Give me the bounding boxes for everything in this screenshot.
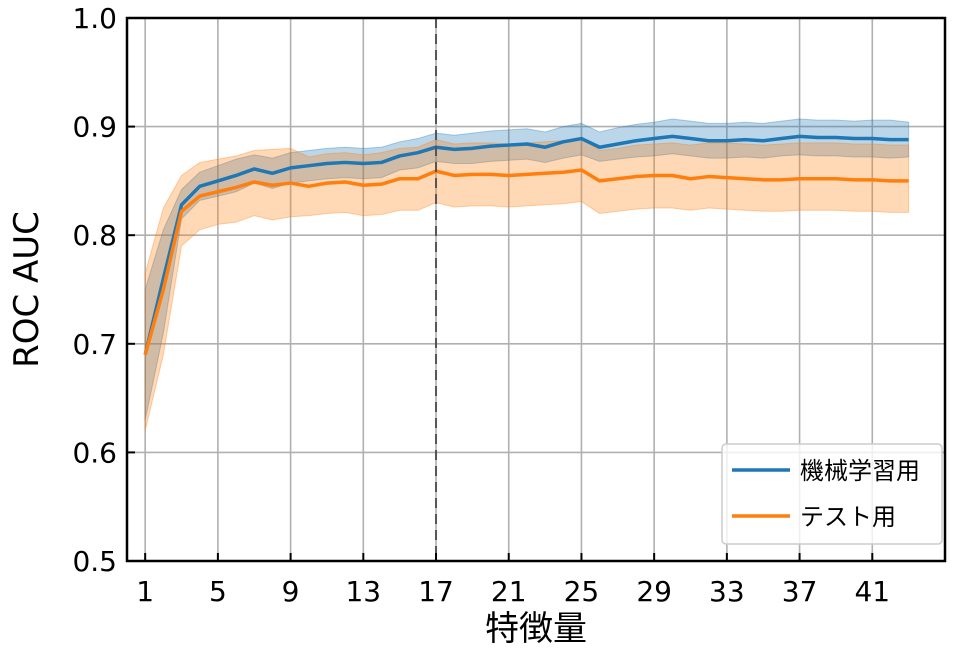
train-series-line — [143, 134, 909, 356]
x-tick-label: 37 — [782, 575, 818, 608]
x-tick-label: 5 — [209, 575, 227, 608]
y-tick-label: 0.8 — [72, 219, 117, 252]
x-tick-label: 41 — [854, 575, 890, 608]
plot-frame — [125, 16, 947, 563]
axis-ticks: 1 5 9 13 17 21 25 29 33 37 41 0.5 0.6 0.7 0.8 0.9 1.0 — [72, 2, 890, 608]
confidence-bands — [144, 118, 910, 431]
legend-label-test: テスト用 — [800, 503, 896, 531]
legend: 機械学習用 テスト用 — [721, 443, 943, 545]
x-tick-label: 33 — [709, 575, 745, 608]
x-tick-label: 29 — [636, 575, 672, 608]
x-tick-label: 17 — [418, 575, 454, 608]
y-tick-label: 0.9 — [72, 111, 117, 144]
x-tick-label: 25 — [564, 575, 600, 608]
x-tick-label: 9 — [282, 575, 300, 608]
y-tick-label: 0.6 — [72, 436, 117, 469]
y-tick-label: 1.0 — [72, 2, 117, 35]
y-tick-label: 0.7 — [72, 328, 117, 361]
test-series-line — [143, 168, 909, 356]
y-tick-label: 0.5 — [72, 545, 117, 578]
test-confidence-band — [144, 138, 910, 431]
x-tick-label: 13 — [345, 575, 381, 608]
y-axis-label: ROC AUC — [7, 211, 47, 368]
x-axis-label: 特徴量 — [485, 609, 587, 649]
train-confidence-band — [144, 118, 910, 420]
x-tick-label: 1 — [136, 575, 154, 608]
series-lines — [143, 134, 909, 356]
x-tick-label: 21 — [491, 575, 527, 608]
legend-label-train: 機械学習用 — [800, 457, 920, 485]
